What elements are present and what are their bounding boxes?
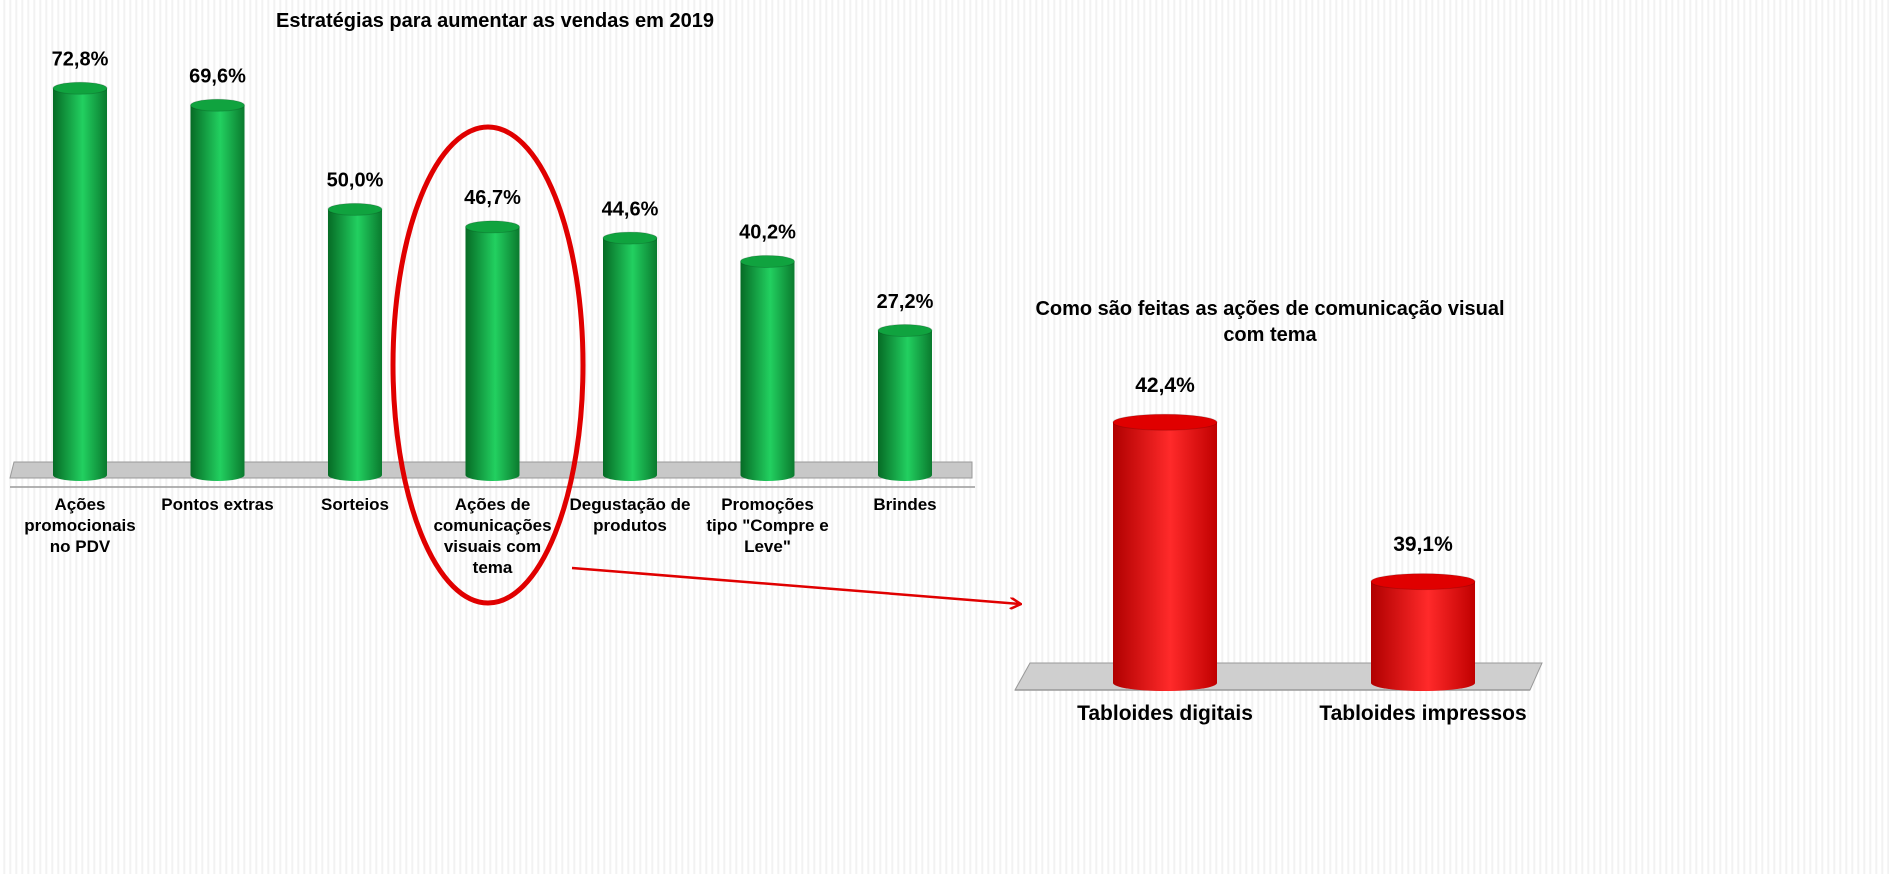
value-label: 40,2% <box>739 222 796 244</box>
x-tick-label: Degustação de produtos <box>569 495 691 535</box>
bar-base <box>740 469 795 481</box>
value-label: 39,1% <box>1393 533 1453 556</box>
bar <box>53 88 107 475</box>
bar-base <box>603 469 657 481</box>
x-tick-label: Ações de comunicações visuais com tema <box>433 495 552 577</box>
x-tick-label: Brindes <box>873 495 937 514</box>
bar-top <box>190 98 245 112</box>
bar-base <box>1113 675 1217 691</box>
x-tick-label: Promoções tipo "Compre e Leve" <box>706 495 829 556</box>
bar <box>1113 422 1217 683</box>
value-label: 44,6% <box>602 198 659 220</box>
value-label: 72,8% <box>52 49 109 71</box>
bar-base <box>328 469 382 481</box>
arrow <box>571 566 1020 604</box>
bar-top <box>1112 413 1218 431</box>
bar-top <box>1370 573 1476 591</box>
bar-top <box>327 202 383 216</box>
bar-base <box>465 469 520 481</box>
x-tick-label: Ações promocionais no PDV <box>24 495 136 556</box>
chart-title: Como são feitas as ações de comunicação … <box>1035 298 1505 346</box>
x-tick-label: Tabloides digitais <box>1077 702 1253 725</box>
bar <box>465 226 520 475</box>
bar-base <box>878 469 932 481</box>
bar-base <box>1371 675 1475 691</box>
bar <box>328 209 382 475</box>
x-tick-label: Tabloides impressos <box>1319 702 1527 725</box>
bar-top <box>602 231 658 245</box>
value-label: 27,2% <box>877 291 934 313</box>
value-label: 50,0% <box>327 170 384 192</box>
bar <box>190 105 245 475</box>
x-tick-label: Pontos extras <box>161 495 274 514</box>
value-label: 42,4% <box>1135 374 1195 397</box>
bar-base <box>53 469 107 481</box>
highlight-ellipse <box>390 124 586 606</box>
bar <box>878 330 932 475</box>
bar-top <box>465 220 520 234</box>
x-tick-label: Sorteios <box>320 495 390 514</box>
value-label: 46,7% <box>464 187 521 209</box>
bar-base <box>190 469 245 481</box>
bar-top <box>877 324 933 337</box>
bar <box>1371 581 1475 683</box>
bar-top <box>740 254 795 268</box>
value-label: 69,6% <box>189 66 246 88</box>
bar <box>603 238 657 475</box>
bar-top <box>52 81 108 95</box>
chart-title: Estratégias para aumentar as vendas em 2… <box>275 10 715 32</box>
bar <box>740 261 795 475</box>
